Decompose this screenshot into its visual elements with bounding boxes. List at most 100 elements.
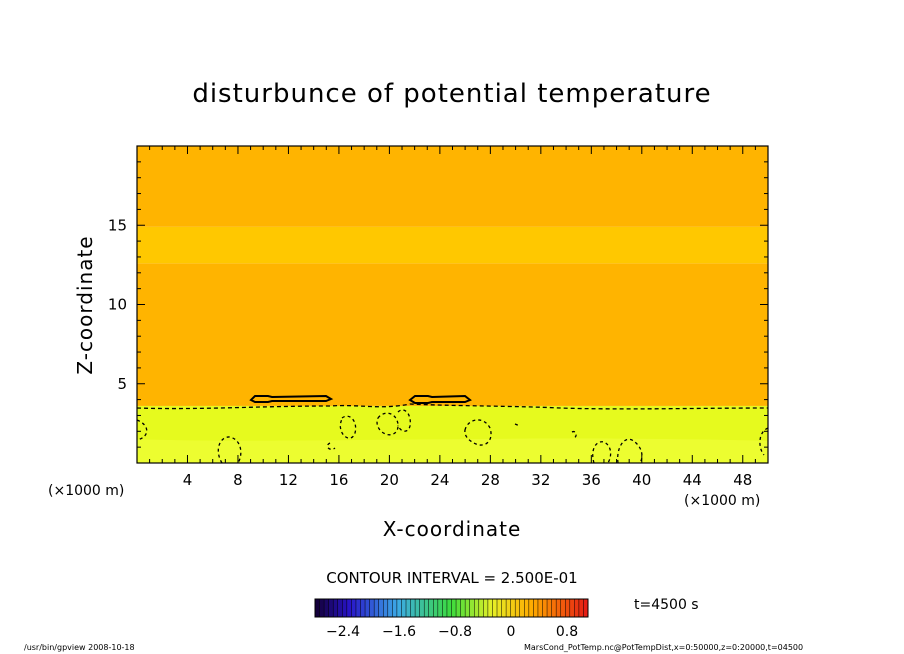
- colorbar-segment: [569, 599, 575, 617]
- x-axis-label: X-coordinate: [383, 517, 522, 541]
- colorbar-segment: [351, 599, 357, 617]
- colorbar-labels: −2.4 −1.6 −0.8 0 0.8: [326, 624, 578, 640]
- colorbar-segment: [506, 599, 511, 617]
- y-axis-label: Z-coordinate: [73, 235, 97, 374]
- colorbar-segment: [360, 599, 366, 617]
- colorbar-segment: [528, 599, 534, 617]
- colorbar-segment: [456, 599, 461, 617]
- x-unit-right: (×1000 m): [684, 493, 760, 509]
- colorbar-segment: [510, 599, 516, 617]
- colorbar-segment: [583, 599, 589, 617]
- colorbar-tick-label: −1.6: [382, 624, 416, 640]
- colorbar-segment: [460, 599, 466, 617]
- negative-contour: [376, 412, 399, 436]
- x-tick-label: 48: [733, 471, 752, 489]
- x-tick-label: 36: [582, 471, 601, 489]
- colorbar-segment: [547, 599, 552, 617]
- colorbar-segment: [446, 599, 452, 617]
- colorbar-segment: [410, 599, 416, 617]
- positive-contour-right: [408, 394, 472, 404]
- contour-band: [137, 226, 768, 264]
- colorbar-segment: [483, 599, 489, 617]
- colorbar-segment: [383, 599, 389, 617]
- x-tick-label: 12: [279, 471, 298, 489]
- contour-fill: [137, 146, 768, 463]
- negative-contour: [397, 409, 411, 432]
- colorbar-segment: [433, 599, 439, 617]
- colorbar-segment: [533, 599, 539, 617]
- colorbar-frame: [314, 598, 589, 618]
- footer-left: /usr/bin/gpview 2008-10-18: [24, 643, 135, 652]
- y-tick-label: 5: [117, 375, 127, 393]
- colorbar-segment: [537, 599, 543, 617]
- colorbar-segment: [519, 599, 525, 617]
- colorbar-segment: [374, 599, 379, 617]
- colorbar-segment: [574, 599, 580, 617]
- footer-right: MarsCond_PotTemp.nc@PotTempDist,x=0:5000…: [524, 643, 803, 652]
- colorbar-segment: [337, 599, 343, 617]
- colorbar-segment: [387, 599, 393, 617]
- contour-interval-text: CONTOUR INTERVAL = 2.500E-01: [326, 569, 577, 587]
- x-unit-left: (×1000 m): [48, 483, 124, 499]
- x-tick-label: 28: [481, 471, 500, 489]
- colorbar-segment: [415, 599, 420, 617]
- chart-title: disturbunce of potential temperature: [192, 79, 711, 109]
- x-tick-label: 24: [430, 471, 449, 489]
- colorbar-segment: [419, 599, 425, 617]
- time-label: t=4500 s: [634, 597, 699, 613]
- colorbar-segment: [342, 599, 348, 617]
- colorbar-segment: [328, 599, 334, 617]
- contour-band: [137, 438, 768, 463]
- colorbar-segment: [406, 599, 411, 617]
- colorbar-tick-label: 0.8: [556, 624, 578, 640]
- colorbar-segment: [578, 599, 584, 617]
- axis-ticks: [136, 145, 769, 464]
- colorbar-segment: [497, 599, 502, 617]
- colorbar-segment: [492, 599, 498, 617]
- colorbar-segment: [556, 599, 561, 617]
- colorbar-segment: [487, 599, 493, 617]
- contour-band: [137, 146, 768, 227]
- colorbar-segment: [451, 599, 457, 617]
- negative-contour: [592, 441, 612, 464]
- colorbar-segment: [560, 599, 566, 617]
- x-tick-label: 32: [531, 471, 550, 489]
- negative-contour: [136, 419, 148, 441]
- positive-contour-left: [249, 394, 334, 403]
- colorbar-segment: [324, 599, 329, 617]
- negative-contour: [617, 438, 643, 464]
- colorbar-segment: [501, 599, 507, 617]
- colorbar-segment: [478, 599, 484, 617]
- colorbar: [314, 599, 589, 617]
- colorbar-tick-label: −0.8: [438, 624, 472, 640]
- colorbar-segment: [396, 599, 402, 617]
- y-tick-label: 10: [108, 296, 127, 314]
- x-tick-label: 8: [233, 471, 243, 489]
- contour-lines: [136, 394, 769, 464]
- colorbar-segment: [401, 599, 407, 617]
- colorbar-segment: [369, 599, 375, 617]
- colorbar-segment: [465, 599, 470, 617]
- colorbar-segment: [442, 599, 448, 617]
- x-tick-label: 40: [632, 471, 651, 489]
- colorbar-segment: [437, 599, 443, 617]
- colorbar-segment: [378, 599, 384, 617]
- colorbar-segment: [474, 599, 480, 617]
- y-tick-label: 15: [108, 216, 127, 234]
- negative-contour: [339, 415, 357, 439]
- colorbar-segment: [346, 599, 352, 617]
- contour-band: [137, 263, 768, 406]
- colorbar-segment: [469, 599, 475, 617]
- colorbar-segment: [424, 599, 430, 617]
- colorbar-segment: [524, 599, 530, 617]
- colorbar-segment: [428, 599, 434, 617]
- colorbar-segment: [565, 599, 571, 617]
- colorbar-segment: [392, 599, 398, 617]
- x-tick-label: 44: [683, 471, 702, 489]
- x-tick-label: 16: [329, 471, 348, 489]
- colorbar-segment: [319, 599, 325, 617]
- negative-contour: [326, 442, 336, 450]
- zero-contour-line: [136, 403, 769, 410]
